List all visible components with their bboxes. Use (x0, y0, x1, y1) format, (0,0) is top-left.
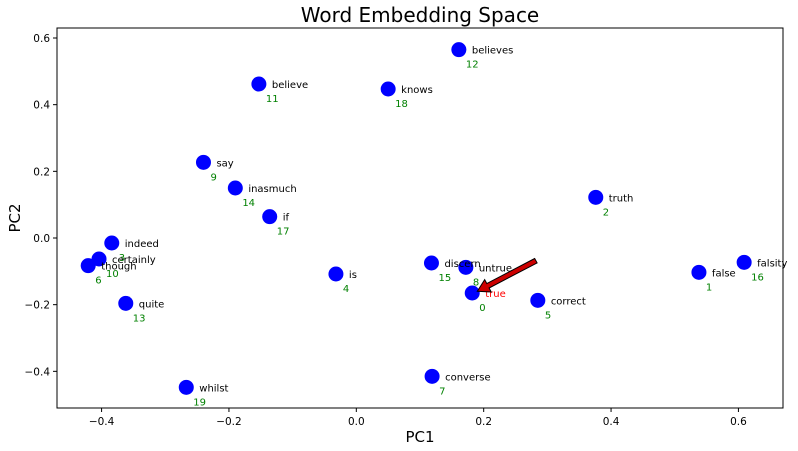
data-point (328, 266, 344, 282)
data-point (227, 180, 243, 196)
plot-frame (56, 27, 784, 409)
y-tick-label: −0.4 (25, 366, 51, 378)
y-tick-label: 0.4 (33, 100, 50, 112)
data-point (262, 209, 278, 225)
word-label: correct (551, 296, 586, 307)
word-label: whilst (199, 383, 228, 394)
index-label: 5 (545, 310, 551, 321)
x-tick-label: 0.2 (475, 416, 492, 428)
word-label: believes (472, 46, 514, 57)
index-label: 2 (603, 207, 609, 218)
word-label: converse (445, 372, 491, 383)
index-label: 12 (466, 60, 479, 71)
index-label: 3 (119, 253, 125, 264)
index-label: 17 (277, 227, 290, 238)
y-tick-label: 0.2 (33, 166, 50, 178)
word-label: believe (272, 80, 308, 91)
x-tick-label: −0.4 (89, 416, 115, 428)
index-label: 9 (210, 172, 216, 183)
highlight-arrow (476, 257, 538, 293)
x-tick-label: 0.4 (603, 416, 620, 428)
data-point (424, 368, 440, 384)
y-tick-label: 0.0 (33, 233, 50, 245)
chart-title: Word Embedding Space (301, 3, 540, 27)
index-label: 13 (133, 313, 146, 324)
index-label: 4 (343, 284, 349, 295)
data-point (80, 258, 96, 274)
index-label: 14 (242, 198, 255, 209)
data-point (588, 189, 604, 205)
index-label: 7 (439, 386, 445, 397)
word-label: truth (609, 193, 634, 204)
word-label: true (485, 289, 506, 300)
y-tick-label: 0.6 (33, 33, 50, 45)
data-point (691, 264, 707, 280)
data-point (251, 76, 267, 92)
data-point (91, 251, 107, 267)
word-label: if (283, 213, 290, 224)
word-label: discern (444, 259, 480, 270)
word-label: say (216, 158, 233, 169)
word-label: knows (401, 85, 433, 96)
data-point (104, 235, 120, 251)
y-tick-label: −0.2 (25, 300, 51, 312)
word-label: though (101, 262, 136, 273)
y-axis-label: PC2 (6, 203, 24, 232)
index-label: 6 (95, 276, 101, 287)
index-label: 0 (479, 303, 485, 314)
data-point (118, 295, 134, 311)
word-label: falsity (757, 258, 787, 269)
index-label: 1 (706, 282, 712, 293)
data-point (530, 292, 546, 308)
x-tick-label: 0.6 (730, 416, 747, 428)
data-point (380, 81, 396, 97)
word-label: indeed (125, 239, 159, 250)
index-label: 10 (106, 269, 119, 280)
data-point (195, 154, 211, 170)
word-label: is (349, 270, 357, 281)
index-label: 11 (266, 94, 279, 105)
word-label: quite (139, 299, 165, 310)
data-point (458, 259, 474, 275)
index-label: 19 (193, 397, 206, 408)
word-label: certainly (112, 255, 156, 266)
index-label: 8 (473, 277, 479, 288)
data-point (423, 255, 439, 271)
x-axis-label: PC1 (405, 428, 434, 446)
data-point (736, 254, 752, 270)
data-point (451, 42, 467, 58)
word-label: untrue (479, 263, 512, 274)
x-tick-label: 0.0 (348, 416, 365, 428)
index-label: 15 (438, 273, 451, 284)
word-label: inasmuch (248, 184, 296, 195)
x-tick-label: −0.2 (216, 416, 242, 428)
data-point (464, 285, 480, 301)
data-point (178, 379, 194, 395)
index-label: 16 (751, 272, 764, 283)
index-label: 18 (395, 99, 408, 110)
word-label: false (712, 268, 736, 279)
